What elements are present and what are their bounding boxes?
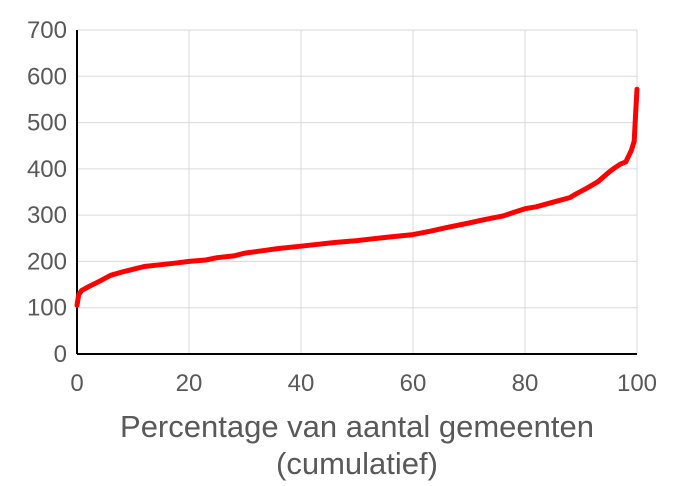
y-tick-label: 200 [27,248,67,275]
x-tick-label: 20 [176,370,203,397]
axes [76,30,637,355]
y-tick-label: 0 [54,341,67,368]
y-tick-label: 100 [27,295,67,322]
x-tick-label: 40 [288,370,315,397]
y-tick-label: 300 [27,202,67,229]
x-axis-title-line2: (cumulatief) [276,446,438,481]
x-tick-label: 60 [400,370,427,397]
y-tick-label: 500 [27,110,67,137]
y-tick-labels: 0 100 200 300 400 500 600 700 [27,17,67,368]
y-tick-label: 700 [27,17,67,44]
x-tick-label: 80 [512,370,539,397]
series-group [74,86,640,308]
series-line [74,86,640,308]
x-tick-label: 100 [617,370,657,397]
y-tick-label: 600 [27,63,67,90]
x-axis-title: Percentage van aantal gemeenten [120,409,594,444]
y-tick-label: 400 [27,156,67,183]
x-tick-label: 0 [70,370,83,397]
gridlines [77,29,638,354]
x-tick-labels: 0 20 40 60 80 100 [70,370,657,397]
